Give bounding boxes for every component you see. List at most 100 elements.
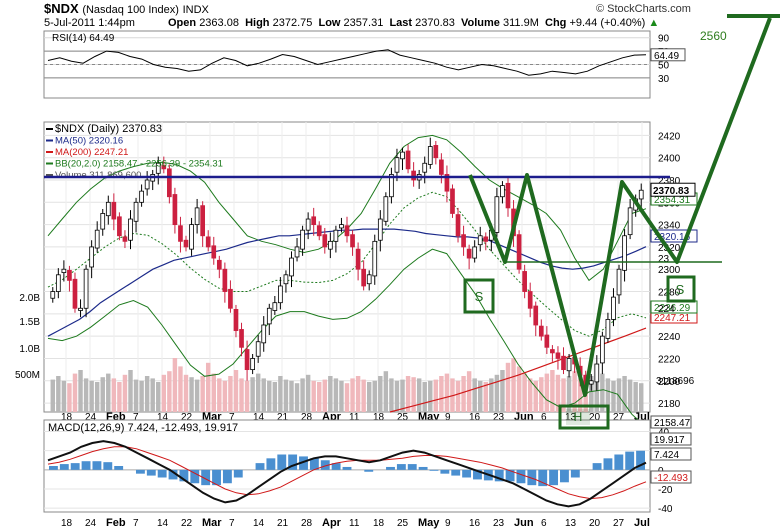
volume-bar <box>178 366 183 412</box>
candle-body <box>55 274 61 292</box>
volume-bar <box>416 378 422 412</box>
candle-body <box>439 159 444 175</box>
macd-x-tick-label: 24 <box>85 518 97 529</box>
price-tick-label: 2420 <box>658 131 681 142</box>
volume-bar <box>461 376 466 412</box>
volume-bar <box>111 378 117 412</box>
candle-body <box>322 234 328 248</box>
candle-body <box>178 225 183 242</box>
candle-body <box>122 236 128 242</box>
macd-histogram-bar <box>70 463 80 470</box>
candle-body <box>283 274 289 285</box>
macd-x-tick-label: 23 <box>493 518 505 529</box>
volume-bar <box>444 373 450 412</box>
volume-bar <box>56 376 61 412</box>
macd-histogram-bar <box>190 469 200 484</box>
candle-body <box>200 205 206 237</box>
left-shoulder-box <box>463 278 495 314</box>
macd-histogram-bar <box>320 460 330 470</box>
macd-histogram-bar <box>527 469 537 486</box>
macd-x-tick-label: 14 <box>157 518 169 529</box>
candle-body <box>477 235 483 246</box>
candle-body <box>333 229 339 242</box>
volume-bar <box>83 378 89 412</box>
x-tick-label: 11 <box>349 412 360 423</box>
index-name: (Nasdaq 100 Index) <box>82 4 179 16</box>
macd-x-tick-label: May <box>418 517 440 529</box>
last-price-label: 2370.83 <box>653 186 690 197</box>
volume-bar <box>372 380 377 412</box>
macd-x-tick-label: 18 <box>373 518 385 529</box>
macd-value-label: 7.424 <box>654 450 679 461</box>
volume-bar <box>322 379 328 412</box>
volume-bar <box>572 371 577 412</box>
candle-body <box>500 185 505 198</box>
rsi-title: RSI(14) 64.49 <box>52 33 115 44</box>
candle-body <box>561 355 566 371</box>
volume-bar <box>605 378 611 412</box>
candle-body <box>272 302 278 311</box>
candle-body <box>216 259 222 270</box>
candle-body <box>161 165 167 170</box>
macd-histogram-bar <box>592 463 602 470</box>
macd-histogram-bar <box>222 469 232 484</box>
legend-label: BB(20,2.0) 2158.47 - 2256.39 - 2354.31 <box>55 159 223 170</box>
x-tick-label: 28 <box>301 412 313 423</box>
volume-bar <box>283 379 289 412</box>
candle-body <box>411 170 416 181</box>
volume-bar <box>167 371 172 412</box>
volume-bar <box>433 379 439 412</box>
macd-histogram-bar <box>168 469 178 480</box>
macd-x-tick-label: 6 <box>541 518 547 529</box>
price-partial-label: 23 <box>658 254 670 265</box>
volume-bar <box>67 383 72 412</box>
price-tick-label: 2220 <box>658 354 681 365</box>
volume-bar <box>278 376 283 412</box>
volume-bar <box>355 376 361 412</box>
macd-histogram-bar <box>266 458 276 470</box>
candle-body <box>555 352 561 359</box>
macd-histogram-bar <box>255 463 265 470</box>
candle-body <box>278 285 283 304</box>
symbol: $NDX <box>44 1 79 16</box>
volume-label: Volume <box>461 17 500 29</box>
price-tick-label: 2400 <box>658 154 681 165</box>
candle-body <box>389 174 394 198</box>
candle-body <box>233 308 239 331</box>
candle-body <box>638 189 644 200</box>
volume-bar <box>328 376 333 412</box>
candle-body <box>155 162 161 174</box>
candle-body <box>622 235 627 271</box>
volume-bar <box>489 378 494 412</box>
macd-x-tick-label: Apr <box>322 517 342 529</box>
candle-body <box>611 296 616 320</box>
candle-body <box>239 329 244 348</box>
macd-histogram-bar <box>429 469 439 471</box>
candle-body <box>494 196 500 233</box>
volume-bar <box>383 371 389 412</box>
macd-x-tick-label: 20 <box>589 518 601 529</box>
volume-bar <box>561 378 566 412</box>
candle-body <box>538 325 544 337</box>
macd-x-tick-label: Jun <box>514 517 534 529</box>
macd-histogram-bar <box>81 461 91 470</box>
candle-body <box>189 224 194 250</box>
volume-bar <box>511 358 516 412</box>
volume-bar <box>94 382 100 412</box>
macd-x-tick-label: 14 <box>253 518 265 529</box>
candle-body <box>255 341 261 357</box>
macd-histogram-bar <box>440 469 450 474</box>
head-box <box>558 404 610 430</box>
up-arrow-icon: ▲ <box>648 17 660 29</box>
macd-histogram-bar <box>288 454 298 470</box>
candle-body <box>627 207 633 236</box>
volume-tick-label: 2.0B <box>19 293 40 304</box>
macd-histogram-bar <box>625 451 635 470</box>
candle-body <box>105 201 111 217</box>
last-price-box <box>650 182 696 197</box>
macd-histogram-bar <box>277 454 287 470</box>
open-label: Open <box>168 17 197 29</box>
volume-bar <box>566 376 572 412</box>
candle-body <box>144 179 150 190</box>
